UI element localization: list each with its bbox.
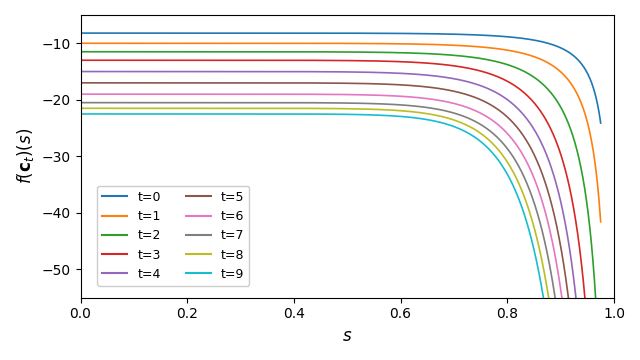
t=8 <box>77 106 85 111</box>
t=7 <box>168 100 176 105</box>
Y-axis label: $f(\mathbf{c}_t)(s)$: $f(\mathbf{c}_t)(s)$ <box>15 128 36 184</box>
t=3 <box>168 58 175 62</box>
t=7 <box>279 100 287 105</box>
t=5 <box>77 81 85 85</box>
t=1 <box>597 220 605 224</box>
t=4 <box>301 69 308 74</box>
t=2 <box>168 50 175 54</box>
t=9 <box>77 112 85 116</box>
t=1 <box>77 41 85 45</box>
Line: t=2: t=2 <box>81 52 602 360</box>
t=0 <box>299 31 307 35</box>
t=9 <box>280 112 287 116</box>
t=9 <box>138 112 145 116</box>
t=8 <box>537 254 545 258</box>
t=8 <box>279 106 287 111</box>
t=7 <box>302 100 310 105</box>
t=0 <box>167 31 175 35</box>
t=4 <box>77 69 85 74</box>
t=4 <box>534 134 541 138</box>
t=4 <box>137 69 145 74</box>
t=6 <box>168 92 176 96</box>
t=3 <box>278 58 285 62</box>
t=1 <box>587 133 595 138</box>
t=9 <box>538 284 545 288</box>
t=6 <box>278 92 286 96</box>
t=1 <box>167 41 175 45</box>
t=7 <box>137 100 145 105</box>
t=8 <box>168 106 176 111</box>
t=5 <box>301 81 308 85</box>
t=7 <box>537 222 545 227</box>
Line: t=0: t=0 <box>81 33 601 123</box>
t=3 <box>300 58 308 63</box>
Line: t=9: t=9 <box>81 114 609 360</box>
t=6 <box>301 92 309 96</box>
t=0 <box>136 31 144 35</box>
t=2 <box>588 248 596 252</box>
Line: t=5: t=5 <box>81 83 605 360</box>
t=4 <box>168 69 175 74</box>
t=5 <box>137 81 145 85</box>
t=5 <box>168 81 176 85</box>
t=0 <box>531 38 538 42</box>
t=0 <box>276 31 284 35</box>
Line: t=1: t=1 <box>81 43 601 222</box>
t=5 <box>535 163 543 167</box>
t=5 <box>278 81 286 85</box>
t=8 <box>138 106 145 111</box>
t=8 <box>302 106 310 111</box>
t=4 <box>278 69 285 74</box>
Line: t=6: t=6 <box>81 94 607 360</box>
t=1 <box>299 41 307 45</box>
t=2 <box>77 50 85 54</box>
t=6 <box>536 191 543 195</box>
t=7 <box>77 100 85 105</box>
t=9 <box>303 112 310 116</box>
t=2 <box>300 50 307 54</box>
X-axis label: $s$: $s$ <box>342 327 353 345</box>
t=0 <box>597 121 605 125</box>
t=2 <box>532 76 540 81</box>
t=2 <box>137 50 145 54</box>
t=0 <box>587 78 595 82</box>
t=3 <box>533 104 541 108</box>
Line: t=8: t=8 <box>81 108 608 360</box>
t=3 <box>77 58 85 62</box>
t=0 <box>77 31 85 35</box>
t=3 <box>137 58 145 62</box>
t=2 <box>277 50 285 54</box>
Line: t=4: t=4 <box>81 72 604 360</box>
t=6 <box>137 92 145 96</box>
Line: t=3: t=3 <box>81 60 604 360</box>
t=1 <box>276 41 284 45</box>
Line: t=7: t=7 <box>81 103 607 360</box>
t=9 <box>169 112 177 116</box>
Legend: t=0, t=1, t=2, t=3, t=4, t=5, t=6, t=7, t=8, t=9: t=0, t=1, t=2, t=3, t=4, t=5, t=6, t=7, … <box>97 186 250 286</box>
t=1 <box>136 41 144 45</box>
t=1 <box>531 55 538 59</box>
t=6 <box>77 92 85 96</box>
